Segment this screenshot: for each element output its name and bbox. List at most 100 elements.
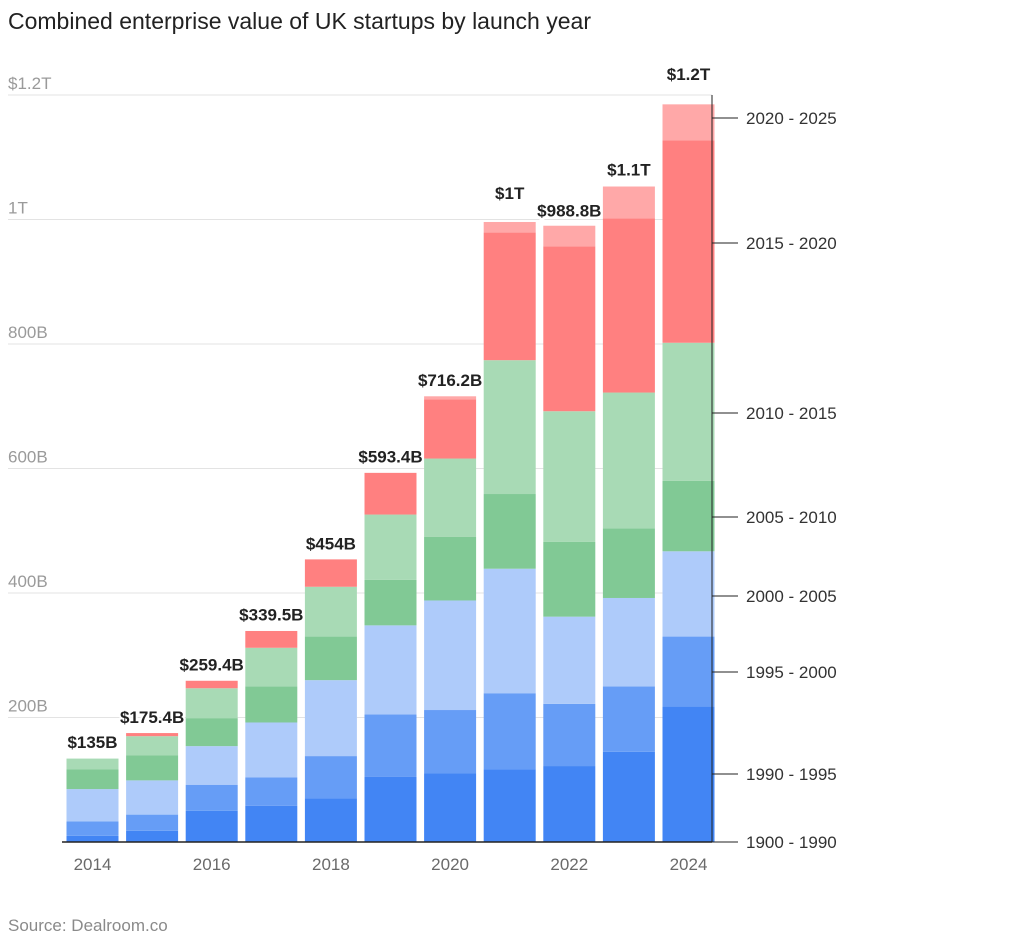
bar-segment	[245, 630, 298, 648]
y-tick-label: 600B	[8, 448, 48, 467]
total-label: $339.5B	[239, 606, 303, 625]
bar-segment	[543, 541, 596, 617]
bar-segment	[245, 647, 298, 687]
total-label: $1T	[495, 184, 525, 203]
total-label: $593.4B	[358, 448, 422, 467]
bar-segment	[66, 835, 119, 842]
bar-segment	[424, 773, 477, 842]
bar-segment	[602, 528, 655, 598]
bar-segment	[364, 714, 417, 777]
chart-source: Source: Dealroom.co	[8, 916, 168, 935]
bar-segment	[66, 769, 119, 790]
bar-segment	[304, 756, 357, 799]
chart-title: Combined enterprise value of UK startups…	[8, 8, 591, 34]
total-label: $259.4B	[180, 656, 244, 675]
bar-segment	[304, 636, 357, 681]
bar-segment	[662, 104, 715, 141]
x-tick-label: 2024	[670, 855, 708, 874]
bar-segment	[245, 686, 298, 723]
x-tick-label: 2016	[193, 855, 231, 874]
bar-segment	[483, 232, 536, 361]
bar-segment	[602, 751, 655, 842]
bar-segment	[126, 755, 179, 781]
bar-segment	[185, 718, 238, 747]
bar-segment	[543, 411, 596, 542]
bar-segment	[543, 703, 596, 767]
legend-label: 2010 - 2015	[746, 404, 837, 423]
bar-segment	[185, 746, 238, 785]
bar-segment	[543, 246, 596, 412]
bar-segment	[126, 814, 179, 831]
bar-segment	[66, 789, 119, 822]
x-tick-label: 2018	[312, 855, 350, 874]
bar-segment	[364, 514, 417, 580]
legend-label: 2000 - 2005	[746, 587, 837, 606]
bar-segment	[424, 458, 477, 537]
bar-segment	[185, 680, 238, 689]
bar-segment	[304, 586, 357, 637]
x-tick-label: 2022	[550, 855, 588, 874]
bar-segment	[126, 736, 179, 756]
x-tick-label: 2020	[431, 855, 469, 874]
bar-segment	[126, 733, 179, 737]
total-label: $175.4B	[120, 708, 184, 727]
y-tick-label: 200B	[8, 697, 48, 716]
bar-segment	[245, 805, 298, 842]
legend-label: 2020 - 2025	[746, 109, 837, 128]
bar-segment	[424, 396, 477, 400]
bar-segment	[364, 776, 417, 842]
bar-segment	[424, 600, 477, 711]
bar-segment	[304, 680, 357, 757]
bar-segment	[185, 784, 238, 811]
bar-segment	[126, 830, 179, 842]
legend-label: 1995 - 2000	[746, 663, 837, 682]
bar-segment	[662, 706, 715, 842]
bar-segment	[245, 722, 298, 778]
bar-segment	[602, 392, 655, 529]
bar-segment	[662, 551, 715, 637]
bar-segment	[245, 777, 298, 806]
bar-segment	[424, 536, 477, 601]
total-label: $454B	[306, 534, 356, 553]
legend-label: 2005 - 2010	[746, 508, 837, 527]
y-tick-label: 400B	[8, 572, 48, 591]
total-label: $1.2T	[667, 65, 711, 84]
bar-segment	[126, 780, 179, 815]
bar-segment	[483, 693, 536, 770]
bar-segment	[304, 559, 357, 587]
bar-segment	[424, 399, 477, 459]
total-label: $135B	[67, 733, 117, 752]
bar-segment	[602, 218, 655, 393]
legend-label: 1900 - 1990	[746, 833, 837, 852]
bar-segment	[185, 688, 238, 719]
y-tick-label: 1T	[8, 199, 28, 218]
y-tick-label: $1.2T	[8, 74, 51, 93]
bar-segment	[543, 766, 596, 842]
bar-segment	[662, 140, 715, 343]
bar-segment	[185, 810, 238, 842]
total-label: $716.2B	[418, 371, 482, 390]
bar-segment	[662, 480, 715, 552]
bar-segment	[602, 186, 655, 219]
bar-segment	[364, 579, 417, 626]
bar-segment	[66, 758, 119, 770]
total-label: $988.8B	[537, 201, 601, 220]
bar-segment	[483, 494, 536, 569]
legend-label: 1990 - 1995	[746, 765, 837, 784]
y-tick-label: 800B	[8, 323, 48, 342]
bar-segment	[304, 798, 357, 842]
bar-segment	[424, 710, 477, 774]
bar-segment	[483, 568, 536, 694]
total-label: $1.1T	[607, 160, 651, 179]
bar-segment	[364, 625, 417, 715]
bar-segment	[662, 342, 715, 481]
bar-segment	[364, 472, 417, 515]
bar-segment	[483, 769, 536, 842]
x-tick-label: 2014	[74, 855, 112, 874]
bar-segment	[543, 225, 596, 247]
bar-segment	[483, 221, 536, 233]
bar-segment	[483, 360, 536, 495]
bar-segment	[602, 597, 655, 687]
bar-segment	[662, 636, 715, 707]
